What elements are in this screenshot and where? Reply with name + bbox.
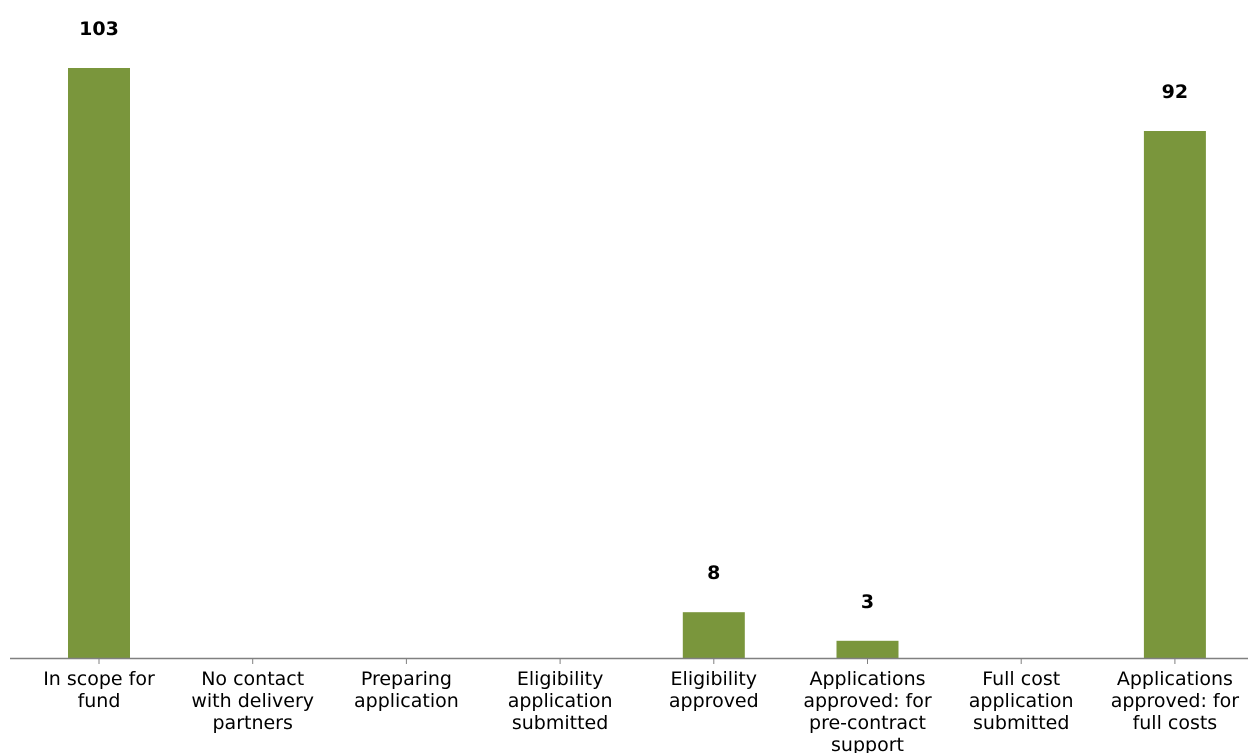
x-tick-label-2-line-1: application xyxy=(354,690,459,712)
bar-0 xyxy=(68,68,130,658)
x-tick-label-7-line-1: approved: for xyxy=(1111,690,1240,712)
bar-7 xyxy=(1143,131,1206,658)
x-tick-label-4-line-0: Eligibility xyxy=(671,668,758,690)
x-tick-label-7-line-2: full costs xyxy=(1133,712,1218,734)
x-tick-label-0-line-1: fund xyxy=(78,690,121,712)
data-label-5: 3 xyxy=(861,591,874,613)
x-tick-label-2: Preparing application xyxy=(354,668,459,712)
x-tick-label-1: No contact with delivery partners xyxy=(191,668,314,734)
x-tick-label-7: Applications approved: for full costs xyxy=(1111,668,1240,734)
bar-4 xyxy=(682,612,745,658)
x-tick-label-4-line-1: approved xyxy=(669,690,759,712)
data-label-0: 103 xyxy=(79,18,119,40)
x-ticks-group xyxy=(98,658,1176,664)
x-tick-label-0: In scope for fund xyxy=(43,668,155,712)
x-tick-label-3-line-0: Eligibility xyxy=(517,668,604,690)
bars-group xyxy=(68,68,1206,658)
x-tick-label-5-line-3: support xyxy=(831,734,904,753)
x-tick-label-6-line-0: Full cost xyxy=(982,668,1060,690)
value-labels-group: 103 8 3 92 xyxy=(79,18,1188,613)
bar-5 xyxy=(836,640,899,658)
x-tick-label-6: Full cost application submitted xyxy=(969,668,1074,734)
x-tick-label-5-line-2: pre-contract xyxy=(809,712,926,734)
x-tick-label-6-line-2: submitted xyxy=(973,712,1069,734)
x-tick-label-3: Eligibility application submitted xyxy=(508,668,613,734)
x-tick-label-0-line-0: In scope for xyxy=(43,668,155,690)
x-tick-label-1-line-1: with delivery xyxy=(191,690,314,712)
x-tick-label-2-line-0: Preparing xyxy=(361,668,452,690)
x-tick-label-1-line-0: No contact xyxy=(201,668,304,690)
x-tick-label-5-line-1: approved: for xyxy=(803,690,932,712)
x-tick-label-5: Applications approved: for pre-contract sup… xyxy=(803,668,932,753)
x-tick-label-5-line-0: Applications xyxy=(809,668,925,690)
x-tick-label-4: Eligibility approved xyxy=(669,668,759,712)
x-tick-label-1-line-2: partners xyxy=(212,712,292,734)
x-tick-label-7-line-0: Applications xyxy=(1117,668,1233,690)
x-tick-label-3-line-1: application xyxy=(508,690,613,712)
data-label-4: 8 xyxy=(707,562,720,584)
data-label-7: 92 xyxy=(1162,81,1188,103)
x-tick-label-3-line-2: submitted xyxy=(512,712,608,734)
x-tick-label-6-line-1: application xyxy=(969,690,1074,712)
